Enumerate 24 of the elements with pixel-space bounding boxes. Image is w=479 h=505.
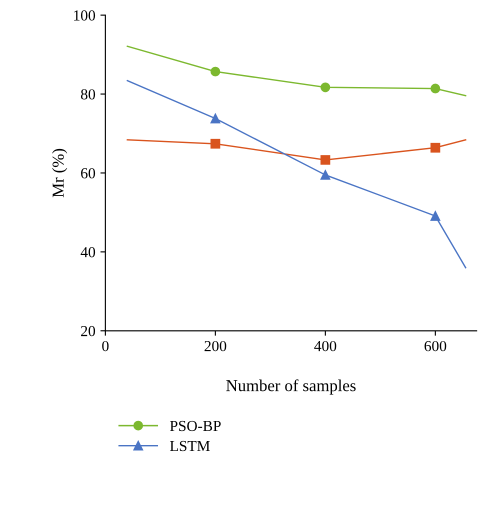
point [430,142,440,153]
point [320,155,330,165]
point [320,170,330,180]
point [210,138,220,149]
point [430,211,440,221]
line-series [126,80,466,268]
y-tick-label: 60 [81,168,96,178]
point [320,82,330,92]
x-tick-label: 400 [314,340,336,352]
y-tick-label: 80 [80,89,96,100]
y-axis-title: Mr (%) [52,148,68,198]
point [210,66,220,76]
point [210,114,220,124]
x-tick-label: 200 [204,340,226,352]
y-tick-label: 20 [81,326,96,336]
line-series [126,46,466,96]
legend-label: PSO-BP [170,420,221,432]
x-tick-label: 0 [102,340,109,352]
y-tick-label: 100 [74,10,96,21]
x-tick-label: 600 [424,340,446,352]
y-tick-label: 40 [80,247,96,258]
legend-label: LSTM [170,440,210,452]
point [430,84,440,94]
x-axis-title: Number of samples [226,379,356,395]
